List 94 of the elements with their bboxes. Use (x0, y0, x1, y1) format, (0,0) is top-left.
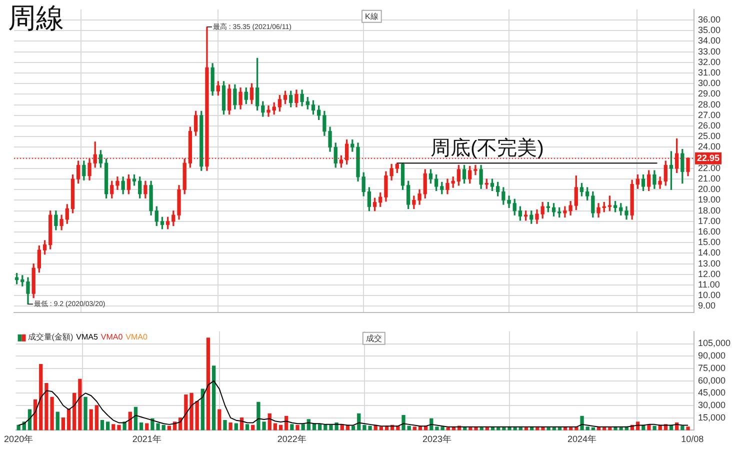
bar (580, 416, 584, 430)
y-tick-label: 27.00 (698, 110, 721, 120)
x-tick-label: 2022年 (277, 434, 306, 444)
text: VMA5 (76, 332, 98, 342)
bar (412, 426, 416, 430)
y-tick-label: 29.00 (698, 88, 721, 99)
y-tick-label: 30.00 (698, 78, 721, 88)
y-tick-label: 14.00 (698, 248, 721, 258)
y-tick-label: 26.00 (698, 120, 721, 130)
bar (61, 418, 66, 430)
y-tick-label: 22.00 (698, 162, 721, 173)
y-tick-label: 25.00 (698, 131, 721, 142)
bar (379, 426, 384, 430)
y-tick-label: 12.00 (698, 268, 721, 279)
x-tick-label: 2021年 (132, 434, 162, 444)
bar (39, 364, 43, 430)
bar (245, 424, 250, 430)
bar (78, 378, 82, 430)
bar (296, 424, 300, 430)
annotation: 周底(不完美) (430, 136, 544, 160)
y-tick-label: 20.00 (698, 184, 721, 194)
x-tick-label: 10/08 (681, 434, 704, 444)
bar (56, 412, 60, 430)
annotation: VMA0 (126, 332, 148, 342)
bar (162, 424, 166, 430)
annotation: K線 (365, 12, 378, 22)
y-tick-label: 105,000 (698, 338, 731, 348)
x-tick-label: 2023年 (422, 434, 452, 444)
x-tick-label: 2020年 (4, 434, 34, 444)
y-tick-label: 15,000 (698, 412, 726, 422)
chart-title: 周線 (8, 2, 64, 34)
bar (546, 427, 550, 430)
y-tick-label: 11.00 (698, 280, 720, 290)
y-tick-label: 35.00 (698, 25, 721, 36)
legend-label: 成交量(金額) (28, 332, 74, 342)
bar (234, 423, 238, 430)
y-tick-label: 36.00 (698, 14, 721, 24)
y-tick-label: 33.00 (698, 46, 721, 56)
bar (72, 392, 76, 430)
annotation: VMA0 (100, 332, 124, 342)
bar (680, 426, 684, 430)
bar (139, 422, 144, 430)
bar (206, 338, 210, 430)
bar (273, 423, 278, 430)
y-tick-label: 45,000 (698, 388, 726, 398)
bar (195, 401, 199, 430)
bar (686, 426, 690, 430)
y-tick-label: 30,000 (698, 400, 726, 410)
bar (318, 424, 322, 430)
bar (134, 406, 138, 430)
y-tick-label: 16.00 (698, 226, 721, 237)
y-tick-label: 60,000 (698, 375, 726, 386)
y-tick-label: 18.00 (698, 205, 721, 216)
y-tick-label: 10.00 (698, 290, 721, 300)
bar (66, 408, 71, 430)
bar (84, 396, 88, 430)
bar (145, 423, 149, 430)
bar (200, 388, 204, 430)
bar (278, 424, 283, 430)
x-tick-label: 2024年 (568, 434, 597, 444)
y-tick-label: 13.00 (698, 258, 721, 268)
annotation: 成交 (366, 334, 382, 344)
bar (218, 409, 222, 430)
bar (112, 424, 116, 430)
bar (212, 366, 216, 430)
bar (89, 409, 93, 430)
bar (16, 424, 20, 430)
y-tick-label: 9.00 (698, 300, 716, 311)
y-tick-label: 17.00 (698, 216, 721, 226)
candlestick (266, 106, 270, 117)
y-tick-label: 90,000 (698, 350, 726, 361)
y-tick-label: 31.00 (698, 67, 721, 78)
bar (100, 420, 104, 430)
bar (290, 424, 294, 430)
bar (652, 426, 656, 430)
y-tick-label: 24.00 (698, 142, 721, 152)
y-tick-label: 28.00 (698, 99, 721, 110)
y-tick-label: 21.00 (698, 174, 721, 184)
bar (117, 424, 121, 430)
bar (223, 420, 227, 430)
y-tick-label: 34.00 (698, 36, 721, 46)
y-tick-label: 75,000 (698, 362, 726, 373)
y-tick-label: 19.00 (698, 194, 721, 205)
candlestick (474, 164, 478, 176)
y-tick-label: 15.00 (698, 237, 721, 248)
bar (228, 422, 232, 430)
bar (94, 405, 98, 430)
ref-line-label: 22.95 (697, 152, 720, 163)
bar (251, 424, 255, 430)
bar (301, 424, 305, 430)
y-tick-label: 32.00 (698, 56, 721, 67)
bar (402, 415, 406, 430)
bar (106, 422, 110, 430)
bar (586, 426, 590, 430)
